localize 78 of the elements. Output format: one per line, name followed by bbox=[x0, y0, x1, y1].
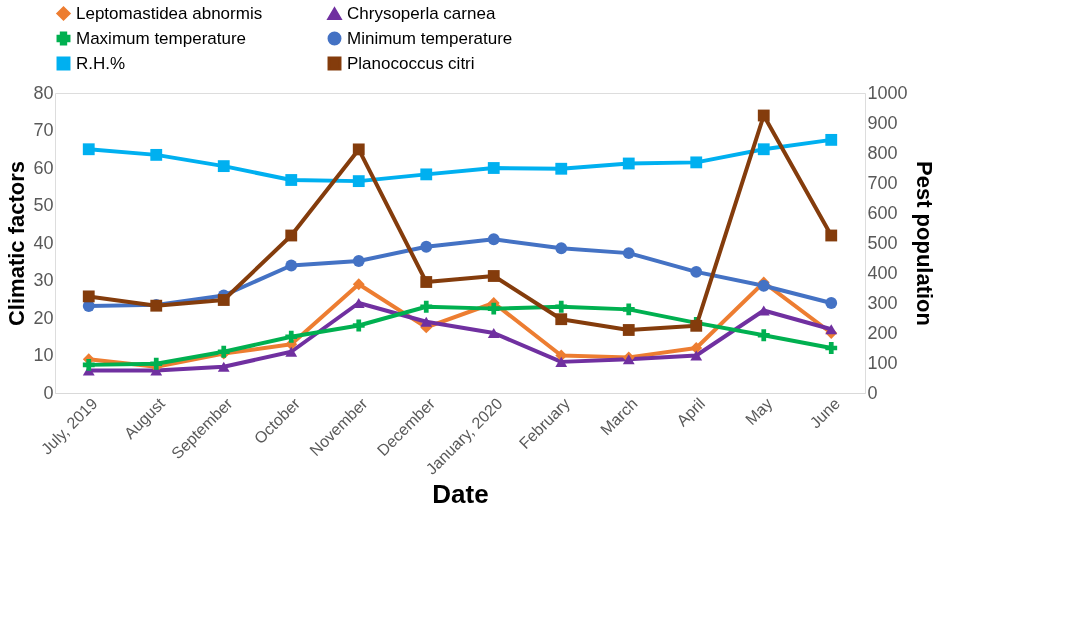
point bbox=[622, 324, 635, 336]
point bbox=[622, 247, 635, 260]
y2-tick-label: 200 bbox=[867, 322, 898, 343]
y2-tick-label: 100 bbox=[867, 352, 898, 373]
point bbox=[82, 143, 95, 156]
point bbox=[352, 278, 365, 291]
point bbox=[420, 168, 433, 181]
point bbox=[622, 157, 635, 170]
point bbox=[150, 148, 163, 161]
y2-tick-label: 600 bbox=[867, 202, 898, 223]
legend-label: Minimum temperature bbox=[347, 28, 513, 48]
point bbox=[487, 327, 500, 339]
point bbox=[690, 342, 703, 354]
y2-tick-label: 1000 bbox=[867, 82, 908, 103]
point bbox=[555, 300, 568, 313]
point bbox=[420, 276, 433, 288]
y2-axis-title: Pest population bbox=[911, 161, 937, 326]
y2-tick-label: 700 bbox=[867, 172, 898, 193]
legend-label: Chrysoperla carnea bbox=[347, 3, 496, 23]
y2-tick-label: 300 bbox=[867, 292, 898, 313]
point bbox=[555, 313, 568, 326]
y2-tick-label: 500 bbox=[867, 232, 898, 253]
point bbox=[487, 302, 500, 315]
point bbox=[487, 233, 500, 246]
point bbox=[825, 342, 838, 354]
point bbox=[285, 229, 298, 242]
y-tick-label: 10 bbox=[33, 345, 54, 365]
y-axis-title: Climatic factors bbox=[4, 160, 30, 327]
y-tick-label: 40 bbox=[33, 232, 54, 253]
point bbox=[285, 330, 298, 343]
point bbox=[690, 265, 703, 278]
point bbox=[217, 160, 230, 173]
y-tick-label: 80 bbox=[33, 82, 54, 103]
y-tick-label: 20 bbox=[33, 307, 54, 328]
point bbox=[622, 303, 635, 316]
legend-label: Leptomastidea abnormis bbox=[76, 3, 263, 23]
y-tick-label: 70 bbox=[33, 120, 54, 140]
y-tick-label: 0 bbox=[43, 382, 54, 403]
point bbox=[555, 242, 568, 255]
y2-tick-label: 0 bbox=[867, 382, 878, 403]
x-tick-label: May bbox=[742, 394, 776, 429]
point bbox=[352, 143, 365, 156]
point bbox=[420, 316, 433, 327]
point bbox=[825, 324, 838, 335]
legend-label: R.H.% bbox=[76, 53, 126, 73]
point bbox=[825, 133, 838, 146]
y-tick-label: 60 bbox=[33, 157, 54, 178]
point bbox=[825, 229, 838, 242]
point bbox=[487, 270, 500, 282]
y2-tick-label: 900 bbox=[867, 112, 898, 133]
point bbox=[285, 346, 298, 357]
point bbox=[420, 240, 433, 253]
point bbox=[690, 156, 703, 169]
point bbox=[285, 174, 298, 186]
point bbox=[82, 290, 95, 303]
point bbox=[352, 175, 365, 188]
point bbox=[487, 162, 500, 174]
point bbox=[690, 350, 703, 361]
legend-label: Planococcus citri bbox=[347, 53, 475, 73]
legend-label: Maximum temperature bbox=[76, 28, 247, 48]
point bbox=[217, 361, 230, 372]
point bbox=[352, 255, 365, 267]
point bbox=[555, 162, 568, 175]
y2-tick-label: 800 bbox=[867, 142, 898, 163]
point bbox=[352, 319, 365, 332]
point bbox=[217, 294, 230, 306]
point bbox=[420, 300, 433, 313]
point bbox=[82, 358, 95, 371]
x-axis-title: Date bbox=[432, 478, 489, 509]
point bbox=[285, 259, 298, 272]
y-tick-label: 30 bbox=[33, 270, 54, 290]
y2-tick-label: 400 bbox=[867, 262, 898, 283]
point bbox=[757, 329, 770, 342]
point bbox=[757, 109, 770, 122]
point bbox=[757, 143, 770, 156]
point bbox=[555, 356, 568, 367]
point bbox=[825, 297, 838, 309]
y-tick-label: 50 bbox=[33, 195, 54, 215]
